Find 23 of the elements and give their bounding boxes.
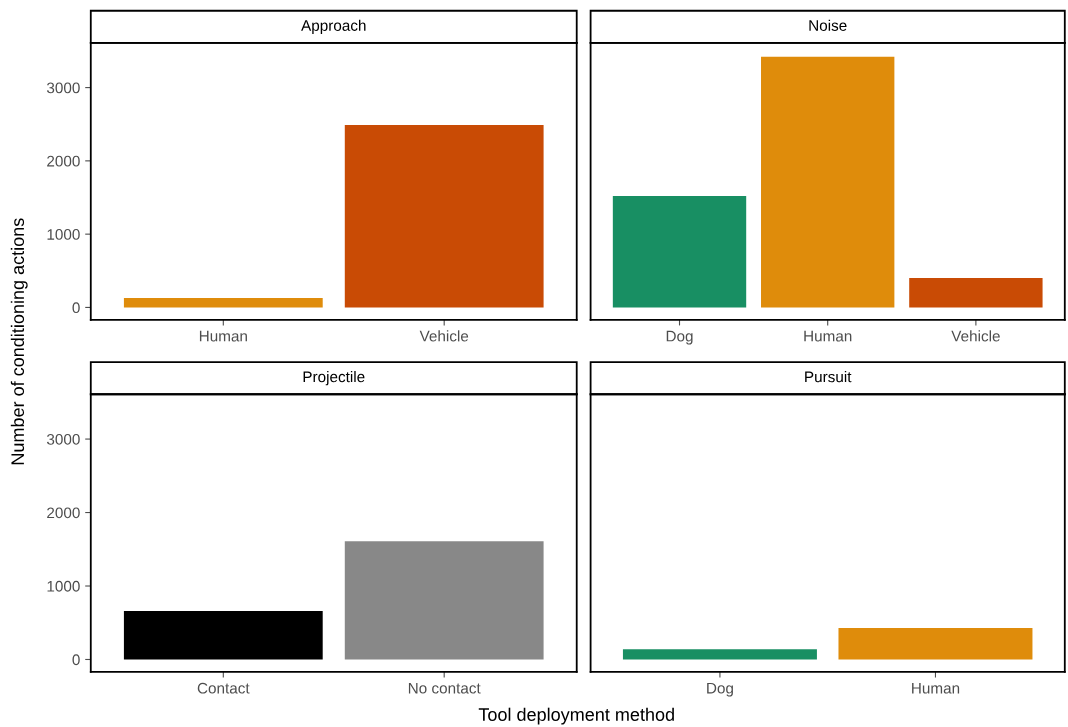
chart-title: Noise xyxy=(809,19,847,31)
chart-title: Pursuit xyxy=(805,371,852,383)
y-tick-label: 3000 xyxy=(46,433,80,445)
chart-title: Approach xyxy=(301,19,366,34)
y-tick-label: 1000 xyxy=(47,580,80,592)
y-tick-label: 3000 xyxy=(46,82,80,94)
x-tick-label: Dog xyxy=(707,682,733,697)
x-tick-label: Human xyxy=(804,330,852,342)
chart-title: Projectile xyxy=(303,371,365,386)
y-tick-label: 2000 xyxy=(47,155,80,167)
x-tick-label: Contact xyxy=(197,682,250,694)
y-axis-title: Number of conditioning actions xyxy=(10,218,28,465)
y-tick-label: 0 xyxy=(72,654,80,666)
y-tick-label: 2000 xyxy=(47,507,80,519)
x-tick-label: Vehicle xyxy=(419,330,469,342)
y-tick-label: 0 xyxy=(72,302,80,314)
x-tick-label: Human xyxy=(199,330,247,342)
x-tick-label: Human xyxy=(912,682,960,694)
x-tick-label: Dog xyxy=(666,330,693,345)
y-tick-label: 1000 xyxy=(47,229,80,240)
x-axis-title: Tool deployment method xyxy=(478,707,674,725)
x-tick-label: Vehicle xyxy=(951,330,1000,342)
x-tick-label: No contact xyxy=(408,682,481,694)
